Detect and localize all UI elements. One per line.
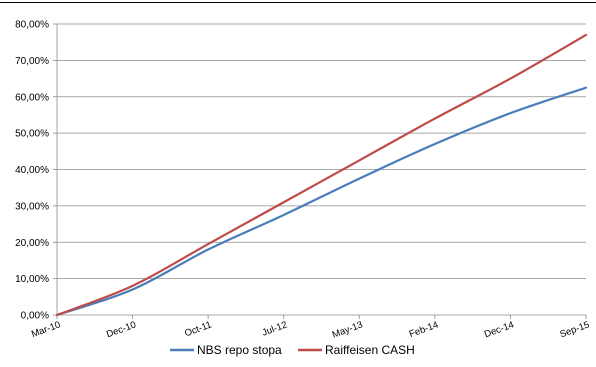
x-tick-label: May-13 (331, 319, 365, 340)
legend-label-1: Raiffeisen CASH (325, 343, 415, 357)
x-tick-label: Mar-10 (30, 319, 62, 340)
gridlines (57, 23, 586, 280)
x-tick-label: Feb-14 (408, 319, 440, 340)
x-tick-label: Dec-10 (105, 319, 138, 340)
legend: NBS repo stopa Raiffeisen CASH (170, 343, 415, 357)
series-lines (55, 33, 588, 317)
x-tick-label: Jul-12 (261, 319, 289, 338)
legend-label-0: NBS repo stopa (197, 343, 282, 357)
y-tick-label: 80,00% (15, 20, 49, 31)
y-tick-label: 50,00% (15, 129, 49, 140)
y-tick-label: 70,00% (15, 56, 49, 67)
y-tick-label: 40,00% (15, 165, 49, 176)
x-tick-label: Sep-15 (558, 319, 591, 340)
y-tick-label: 60,00% (15, 92, 49, 103)
x-tick-label: Oct-11 (183, 319, 213, 339)
y-tick-label: 20,00% (15, 238, 49, 249)
x-tick-label: Dec-14 (483, 319, 516, 340)
y-axis-ticks: 0,00% 10,00% 20,00% 30,00% 40,00% 50,00% 60,00… (15, 20, 57, 322)
series-line-0 (55, 86, 588, 317)
y-tick-label: 0,00% (21, 311, 49, 322)
y-tick-label: 10,00% (15, 274, 49, 285)
series-line-1 (55, 33, 588, 317)
y-tick-label: 30,00% (15, 201, 49, 212)
x-axis-ticks: Mar-10 Dec-10 Oct-11 Jul-12 May-13 Feb-14 Dec-… (30, 315, 591, 341)
